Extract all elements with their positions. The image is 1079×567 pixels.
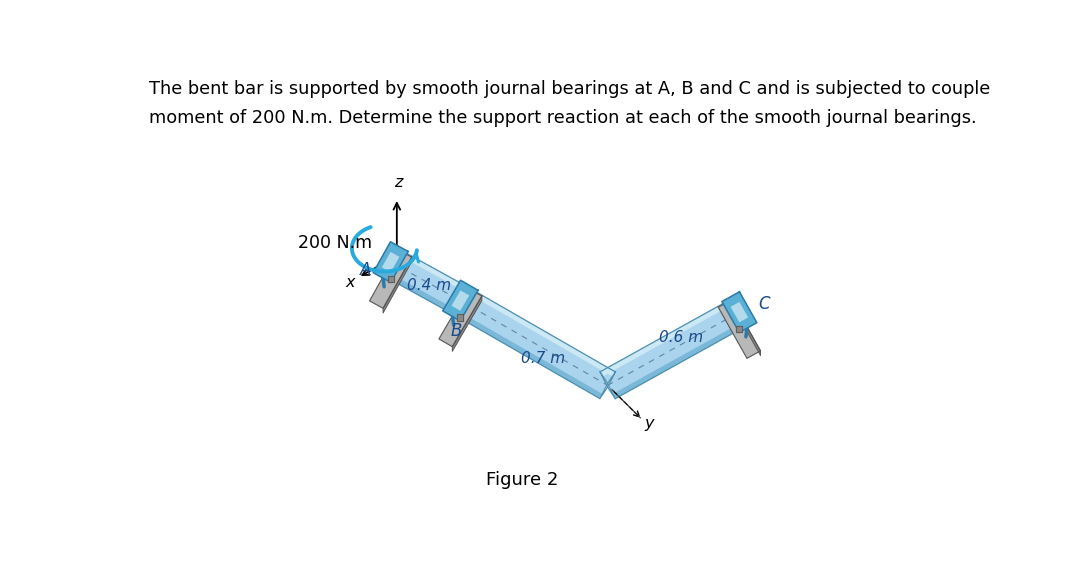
Polygon shape [451, 290, 469, 311]
Polygon shape [452, 296, 482, 352]
Text: A: A [360, 261, 371, 279]
Polygon shape [457, 315, 464, 320]
Polygon shape [600, 372, 615, 399]
Polygon shape [383, 271, 455, 314]
Text: 0.6 m: 0.6 m [659, 329, 704, 345]
Polygon shape [719, 300, 761, 358]
Polygon shape [722, 292, 756, 332]
Text: B: B [451, 323, 462, 340]
Polygon shape [732, 299, 747, 325]
Polygon shape [452, 287, 615, 399]
Polygon shape [382, 252, 399, 272]
Polygon shape [736, 326, 742, 332]
Text: 0.7 m: 0.7 m [521, 351, 565, 366]
Text: z: z [394, 175, 402, 191]
Polygon shape [383, 257, 412, 313]
Text: y: y [644, 416, 654, 431]
Polygon shape [442, 280, 478, 321]
Polygon shape [600, 299, 747, 399]
Polygon shape [730, 302, 748, 322]
Polygon shape [600, 299, 735, 376]
Text: The bent bar is supported by smooth journal bearings at A, B and C and is subjec: The bent bar is supported by smooth jour… [149, 79, 991, 98]
Polygon shape [439, 289, 482, 346]
Text: x: x [345, 274, 355, 290]
Polygon shape [613, 321, 747, 399]
Polygon shape [373, 242, 408, 282]
Polygon shape [600, 372, 615, 399]
Polygon shape [465, 287, 615, 376]
Polygon shape [452, 287, 468, 314]
Polygon shape [383, 248, 398, 276]
Text: 0.4 m: 0.4 m [407, 278, 451, 293]
Polygon shape [383, 248, 468, 314]
Polygon shape [732, 300, 761, 356]
Polygon shape [452, 309, 602, 399]
Text: C: C [759, 295, 770, 314]
Polygon shape [387, 276, 394, 282]
Polygon shape [369, 249, 412, 308]
Text: 200 N.m: 200 N.m [298, 234, 372, 252]
Polygon shape [396, 248, 468, 292]
Polygon shape [453, 287, 468, 314]
Text: moment of 200 N.m. Determine the support reaction at each of the smooth journal : moment of 200 N.m. Determine the support… [149, 109, 976, 127]
Text: Figure 2: Figure 2 [487, 471, 559, 489]
